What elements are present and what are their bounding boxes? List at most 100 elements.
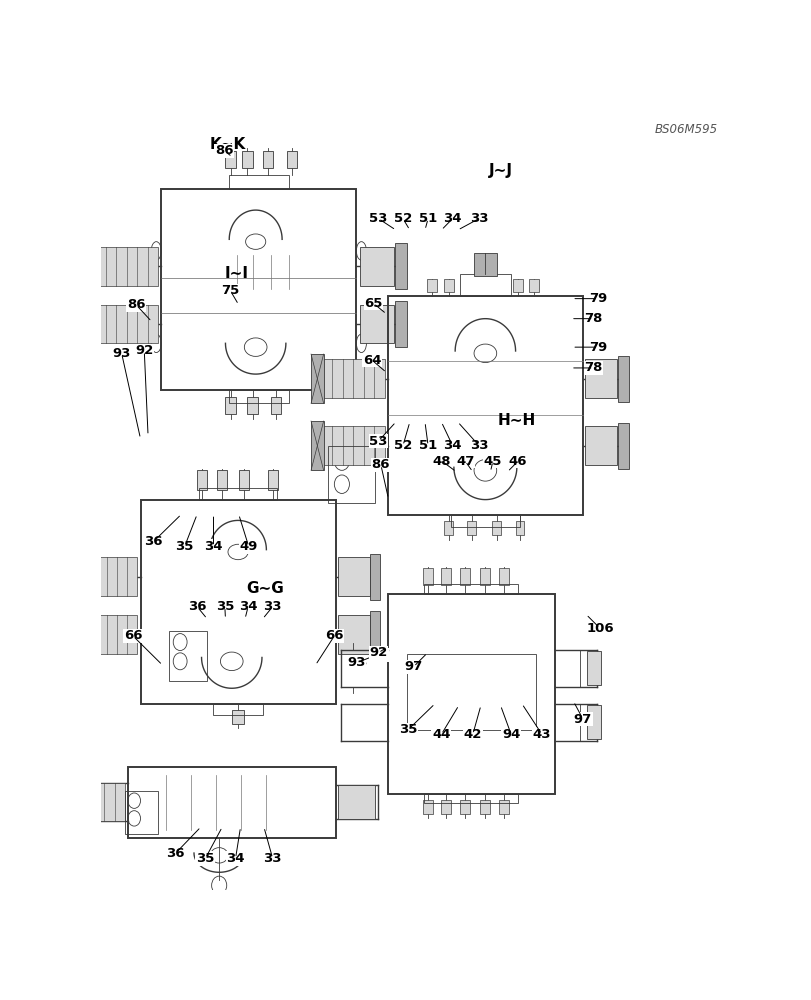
Text: 34: 34 <box>226 852 244 865</box>
FancyBboxPatch shape <box>86 301 97 347</box>
Text: 46: 46 <box>508 455 526 468</box>
Text: 34: 34 <box>443 212 461 225</box>
FancyBboxPatch shape <box>617 423 628 469</box>
Text: 35: 35 <box>398 723 417 736</box>
FancyBboxPatch shape <box>67 554 78 600</box>
Text: G∼G: G∼G <box>246 581 284 596</box>
Text: 97: 97 <box>573 713 591 726</box>
FancyBboxPatch shape <box>67 611 78 657</box>
Text: 35: 35 <box>196 852 214 865</box>
Text: 92: 92 <box>369 646 387 659</box>
FancyBboxPatch shape <box>311 421 324 470</box>
Text: 45: 45 <box>483 455 501 468</box>
FancyBboxPatch shape <box>370 554 380 600</box>
FancyBboxPatch shape <box>225 397 235 414</box>
FancyBboxPatch shape <box>239 470 249 490</box>
Text: 86: 86 <box>127 298 145 311</box>
Text: 86: 86 <box>215 144 234 157</box>
FancyBboxPatch shape <box>498 568 508 585</box>
FancyBboxPatch shape <box>337 785 374 819</box>
Text: K∼K: K∼K <box>209 137 245 152</box>
Text: 66: 66 <box>123 629 142 642</box>
Text: 106: 106 <box>586 622 613 635</box>
FancyBboxPatch shape <box>427 279 436 292</box>
FancyBboxPatch shape <box>440 568 451 585</box>
Text: 78: 78 <box>584 312 602 325</box>
Text: 66: 66 <box>324 629 343 642</box>
Text: 79: 79 <box>588 341 607 354</box>
FancyBboxPatch shape <box>479 568 490 585</box>
FancyBboxPatch shape <box>586 651 600 685</box>
FancyBboxPatch shape <box>311 354 324 403</box>
FancyBboxPatch shape <box>359 305 393 343</box>
FancyBboxPatch shape <box>196 470 206 490</box>
Text: 52: 52 <box>393 439 411 452</box>
Text: 35: 35 <box>175 540 194 553</box>
FancyBboxPatch shape <box>337 615 369 654</box>
Text: 47: 47 <box>456 455 474 468</box>
FancyBboxPatch shape <box>75 615 137 654</box>
FancyBboxPatch shape <box>86 243 97 289</box>
FancyBboxPatch shape <box>217 470 227 490</box>
FancyBboxPatch shape <box>271 397 281 414</box>
Text: 36: 36 <box>144 535 162 548</box>
Text: 51: 51 <box>418 212 436 225</box>
Text: 92: 92 <box>135 344 153 358</box>
Text: 48: 48 <box>432 455 451 468</box>
FancyBboxPatch shape <box>440 800 451 814</box>
FancyBboxPatch shape <box>395 243 406 289</box>
FancyBboxPatch shape <box>444 279 453 292</box>
FancyBboxPatch shape <box>231 710 244 724</box>
Text: 53: 53 <box>369 435 387 448</box>
Text: 94: 94 <box>501 728 520 741</box>
Text: 34: 34 <box>204 540 222 553</box>
FancyBboxPatch shape <box>321 426 384 465</box>
Text: 42: 42 <box>463 728 482 741</box>
Text: 33: 33 <box>470 212 487 225</box>
FancyBboxPatch shape <box>359 247 393 286</box>
FancyBboxPatch shape <box>95 247 158 286</box>
Text: 93: 93 <box>112 347 131 360</box>
FancyBboxPatch shape <box>444 521 453 535</box>
FancyBboxPatch shape <box>54 779 63 825</box>
Text: 33: 33 <box>263 852 281 865</box>
FancyBboxPatch shape <box>286 151 296 168</box>
FancyBboxPatch shape <box>247 397 257 414</box>
FancyBboxPatch shape <box>585 359 616 398</box>
FancyBboxPatch shape <box>529 279 539 292</box>
FancyBboxPatch shape <box>370 611 380 657</box>
FancyBboxPatch shape <box>474 253 496 276</box>
Text: 53: 53 <box>369 212 387 225</box>
Text: 78: 78 <box>584 361 602 374</box>
Text: 34: 34 <box>443 439 461 452</box>
Text: J∼J: J∼J <box>488 163 513 178</box>
Text: 92: 92 <box>370 649 388 662</box>
FancyBboxPatch shape <box>459 800 470 814</box>
FancyBboxPatch shape <box>62 783 125 821</box>
FancyBboxPatch shape <box>268 470 277 490</box>
FancyBboxPatch shape <box>395 301 406 347</box>
FancyBboxPatch shape <box>321 359 384 398</box>
Text: H∼H: H∼H <box>497 413 535 428</box>
FancyBboxPatch shape <box>479 800 490 814</box>
Text: 97: 97 <box>404 660 423 673</box>
FancyBboxPatch shape <box>95 305 158 343</box>
FancyBboxPatch shape <box>513 279 522 292</box>
FancyBboxPatch shape <box>423 568 433 585</box>
Text: 79: 79 <box>588 292 607 305</box>
FancyBboxPatch shape <box>498 800 508 814</box>
Text: 51: 51 <box>418 439 436 452</box>
FancyBboxPatch shape <box>337 557 369 596</box>
Text: 93: 93 <box>349 656 367 669</box>
FancyBboxPatch shape <box>586 705 600 739</box>
FancyBboxPatch shape <box>225 151 235 168</box>
FancyBboxPatch shape <box>491 521 500 535</box>
Text: I∼I: I∼I <box>225 266 248 282</box>
FancyBboxPatch shape <box>459 568 470 585</box>
Text: 52: 52 <box>393 212 411 225</box>
FancyBboxPatch shape <box>617 356 628 402</box>
Text: 64: 64 <box>363 354 381 367</box>
Text: 86: 86 <box>371 458 389 471</box>
Text: 49: 49 <box>239 540 258 553</box>
Text: 93: 93 <box>347 656 365 669</box>
